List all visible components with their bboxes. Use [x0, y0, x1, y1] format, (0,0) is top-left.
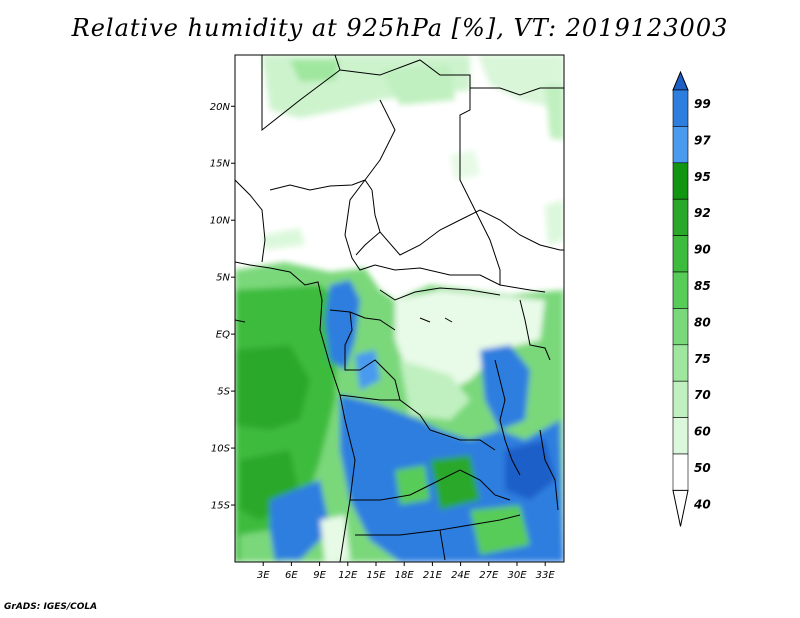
map-frame	[234, 54, 565, 563]
latitude-axis: 20N 15N 10N 5N EQ 5S 10S 15S	[210, 102, 235, 512]
colorbar-level-label: 80	[694, 315, 711, 329]
colorbar-level-label: 90	[694, 243, 711, 257]
colorbar-segment	[672, 126, 689, 164]
lon-tick-label: 27E	[479, 570, 499, 581]
colorbar-segment	[672, 344, 689, 382]
colorbar-segment	[672, 271, 689, 309]
lat-tick-label: 20N	[210, 102, 231, 113]
lat-tick-label: 10N	[210, 216, 231, 227]
lon-tick-label: 3E	[257, 570, 270, 581]
lat-tick-label: EQ	[216, 330, 230, 341]
colorbar-segment	[672, 453, 689, 491]
colorbar-level-label: 85	[694, 279, 711, 293]
lon-tick-label: 30E	[507, 570, 527, 581]
colorbar-segment	[672, 162, 689, 200]
colorbar-level-label: 50	[694, 461, 711, 475]
lat-tick-label: 15N	[210, 159, 231, 170]
colorbar-bottom-arrow	[672, 489, 689, 527]
grads-credit: GrADS: IGES/COLA	[4, 602, 98, 612]
colorbar-level-label: 99	[694, 97, 711, 111]
lon-tick-label: 21E	[423, 570, 443, 581]
colorbar-level-label: 40	[693, 497, 711, 511]
lat-tick-label: 5N	[216, 273, 230, 284]
colorbar-segment	[672, 89, 689, 127]
colorbar-level-label: 75	[694, 352, 711, 366]
colorbar-segment	[672, 308, 689, 346]
colorbar-level-label: 92	[694, 206, 711, 220]
lon-tick-label: 33E	[536, 570, 556, 581]
colorbar-level-label: 95	[694, 170, 711, 184]
colorbar-level-label: 97	[694, 133, 711, 147]
longitude-axis: 3E 6E 9E 12E 15E 18E 21E 24E 27E 30E 33E	[257, 562, 556, 581]
lat-tick-label: 5S	[217, 387, 230, 398]
colorbar-segment	[672, 235, 689, 273]
colorbar-segment	[672, 380, 689, 418]
lon-tick-label: 6E	[285, 570, 298, 581]
humidity-field	[235, 55, 564, 562]
lon-tick-label: 12E	[338, 570, 358, 581]
lon-tick-label: 9E	[313, 570, 326, 581]
lat-tick-label: 15S	[211, 501, 231, 512]
colorbar-segment	[672, 417, 689, 455]
lon-tick-label: 15E	[366, 570, 386, 581]
chart-title: Relative humidity at 925hPa [%], VT: 201…	[71, 14, 729, 42]
colorbar-segment	[672, 198, 689, 236]
country-borders	[235, 55, 564, 562]
colorbar: 99 97 95 92 90 85 80 75 70 60 50 40	[672, 70, 711, 527]
lat-tick-label: 10S	[211, 444, 231, 455]
colorbar-level-label: 70	[694, 388, 711, 402]
colorbar-top-arrow	[672, 70, 689, 91]
colorbar-level-label: 60	[694, 425, 711, 439]
lon-tick-label: 24E	[451, 570, 471, 581]
lon-tick-label: 18E	[395, 570, 415, 581]
